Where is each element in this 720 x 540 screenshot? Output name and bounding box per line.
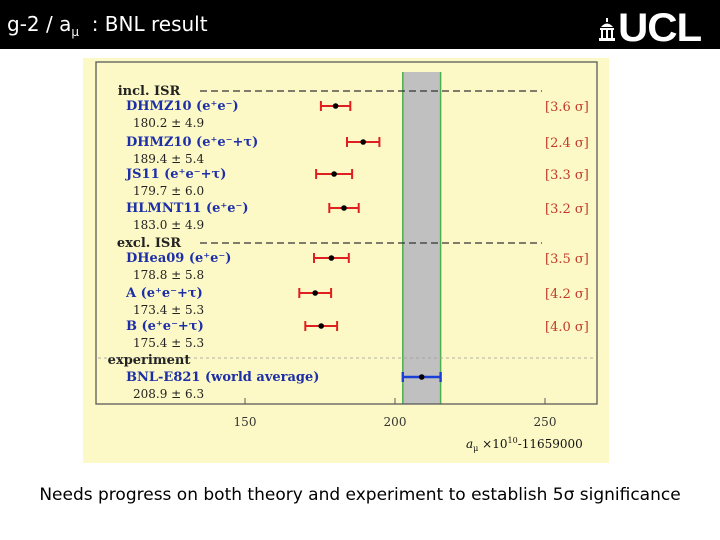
- group-label: excl. ISR: [117, 236, 181, 251]
- series-name: B (e⁺e⁻+τ): [126, 319, 204, 334]
- series-value-text: 189.4 ± 5.4: [133, 152, 204, 166]
- world-average-band: [402, 72, 441, 404]
- sigma-label: [2.4 σ]: [545, 136, 589, 151]
- sigma-label: [3.5 σ]: [545, 252, 589, 267]
- series-name: A (e⁺e⁻+τ): [125, 286, 203, 301]
- series-name: JS11 (e⁺e⁻+τ): [125, 167, 226, 182]
- series-name: DHMZ10 (e⁺e⁻+τ): [126, 135, 258, 150]
- figure: incl. ISR excl. ISR experiment DHMZ10 (e⁺e⁻…: [83, 58, 609, 463]
- logo-text: UCL: [618, 6, 702, 50]
- data-point: [331, 171, 337, 177]
- title-rest: : BNL result: [79, 12, 208, 36]
- series-value-text: 179.7 ± 6.0: [133, 184, 204, 198]
- data-point: [360, 139, 367, 145]
- x-tick-label: 250: [534, 415, 557, 429]
- sigma-label: [4.0 σ]: [545, 320, 589, 335]
- series-value-text: 180.2 ± 4.9: [133, 116, 204, 130]
- portico-icon: [599, 18, 615, 41]
- data-point: [312, 290, 318, 296]
- series-value-text: 208.9 ± 6.3: [133, 387, 204, 401]
- group-label: incl. ISR: [118, 84, 181, 99]
- ucl-logo: UCL: [598, 6, 720, 49]
- sigma-label: [4.2 σ]: [545, 287, 589, 302]
- sigma-label: [3.2 σ]: [545, 202, 589, 217]
- x-tick-label: 150: [234, 415, 257, 429]
- slide-caption: Needs progress on both theory and experi…: [39, 485, 681, 505]
- series-value-text: 183.0 ± 4.9: [133, 218, 204, 232]
- data-point: [328, 255, 335, 261]
- plot-frame: [95, 61, 598, 405]
- plot-background: [83, 58, 609, 463]
- series-name: DHea09 (e⁺e⁻): [126, 251, 231, 266]
- slide-title: g-2 / aμ : BNL result: [7, 12, 208, 39]
- title-subscript: μ: [71, 25, 79, 39]
- series-name: DHMZ10 (e⁺e⁻): [126, 99, 239, 114]
- sigma-label: [3.6 σ]: [545, 100, 589, 115]
- x-tick-label: 200: [384, 415, 407, 429]
- series-name: BNL-E821 (world average): [126, 370, 319, 385]
- data-point: [318, 323, 324, 329]
- data-point: [418, 374, 425, 380]
- series-value-text: 178.8 ± 5.8: [133, 268, 204, 282]
- series-value-text: 173.4 ± 5.3: [133, 303, 204, 317]
- slide-header: g-2 / aμ : BNL result UCL: [0, 0, 720, 49]
- x-axis-label: aμ ×1010-11659000: [466, 436, 583, 453]
- series-value-text: 175.4 ± 5.3: [133, 336, 204, 350]
- sigma-label: [3.3 σ]: [545, 168, 589, 183]
- data-point: [341, 205, 347, 211]
- title-main: g-2 / a: [7, 12, 72, 36]
- series-name: HLMNT11 (e⁺e⁻): [126, 201, 249, 216]
- group-label: experiment: [108, 353, 191, 368]
- data-point: [332, 103, 339, 109]
- comparison-chart: incl. ISR excl. ISR experiment DHMZ10 (e⁺e⁻…: [83, 58, 609, 463]
